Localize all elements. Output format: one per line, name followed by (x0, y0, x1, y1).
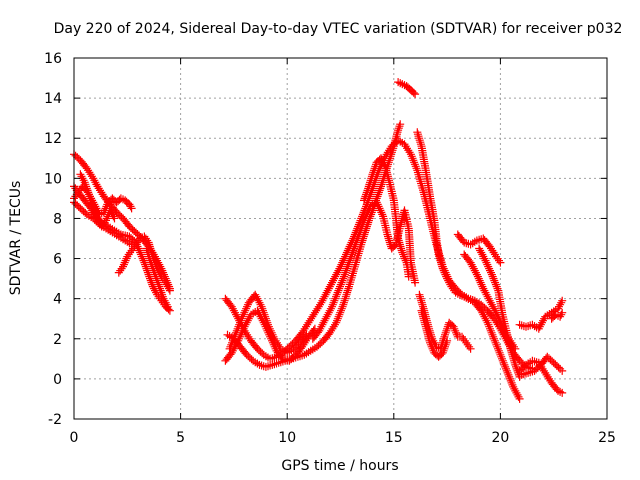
data-mark (547, 308, 567, 323)
data-series-track-18 (453, 230, 505, 267)
data-mark (417, 306, 452, 361)
data-mark (70, 182, 136, 219)
data-mark (76, 170, 119, 231)
chart-title: Day 220 of 2024, Sidereal Day-to-day VTE… (54, 21, 623, 37)
data-series-track-7 (142, 244, 172, 311)
data-mark (142, 244, 172, 311)
data-marks (70, 78, 567, 403)
data-mark (517, 352, 567, 379)
data-series-track-22 (515, 296, 567, 333)
x-axis-label: GPS time / hours (281, 458, 398, 474)
y-tick-label: 10 (44, 171, 62, 187)
x-tick-label: 10 (278, 430, 296, 446)
y-axis: -2 0 2 4 6 8 10 12 14 16 (44, 51, 607, 428)
data-mark (475, 244, 524, 381)
x-axis: 0 5 10 15 20 25 (70, 58, 616, 446)
data-mark (308, 198, 420, 343)
data-mark (394, 78, 420, 99)
data-mark (221, 306, 319, 365)
data-series-track-13 (360, 154, 413, 281)
data-series-track-24 (547, 308, 567, 323)
y-tick-label: 2 (53, 332, 62, 348)
y-tick-label: 16 (44, 51, 62, 67)
y-tick-label: -2 (48, 412, 62, 428)
data-series-track-5 (76, 170, 119, 231)
x-tick-label: 0 (70, 430, 79, 446)
data-series-track-11 (221, 306, 319, 365)
y-axis-label: SDTVAR / TECUs (8, 181, 24, 296)
x-tick-label: 5 (176, 430, 185, 446)
x-tick-label: 20 (491, 430, 509, 446)
y-tick-label: 4 (53, 292, 62, 308)
data-series-track-15 (413, 128, 524, 403)
y-tick-label: 0 (53, 372, 62, 388)
y-tick-label: 8 (53, 211, 62, 227)
data-series-track-12 (308, 198, 420, 343)
plot-frame (73, 57, 608, 420)
y-tick-label: 12 (44, 131, 62, 147)
data-series-track-17 (417, 306, 452, 361)
x-tick-label: 25 (598, 430, 616, 446)
data-series-track-4 (70, 182, 136, 219)
data-mark (360, 154, 413, 281)
data-series-track-20 (475, 244, 524, 381)
data-mark (515, 296, 567, 333)
data-series-track-14 (394, 78, 420, 99)
data-mark (413, 128, 524, 403)
x-tick-label: 15 (385, 430, 403, 446)
data-mark (453, 230, 505, 267)
y-tick-label: 6 (53, 252, 62, 268)
data-series-track-23 (517, 352, 567, 379)
y-tick-label: 14 (44, 91, 62, 107)
